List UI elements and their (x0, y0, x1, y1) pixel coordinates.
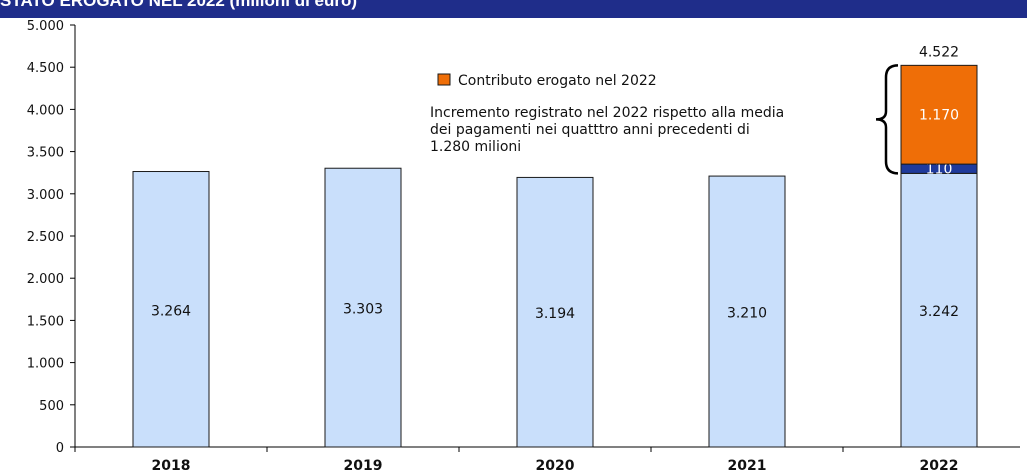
contribution-value-label: 1.170 (919, 108, 959, 124)
y-tick-label: 0 (56, 441, 64, 456)
y-tick-label: 2.500 (27, 230, 64, 245)
x-category-label: 2019 (344, 458, 383, 474)
bar-base (900, 172, 978, 448)
bar-value-label: 3.242 (919, 304, 959, 320)
bar-base (516, 176, 594, 448)
x-category-label: 2021 (728, 458, 767, 474)
y-tick-label: 1.500 (27, 314, 64, 329)
y-tick-label: 4.500 (27, 61, 64, 76)
bar-value-label: 3.194 (535, 306, 575, 322)
bar-contribution (900, 64, 978, 165)
y-tick-label: 3.000 (27, 188, 64, 203)
bar-base (708, 175, 786, 448)
y-tick-label: 4.000 (27, 103, 64, 118)
bar-base (132, 171, 210, 448)
x-category-label: 2018 (152, 458, 191, 474)
bar-base (324, 167, 402, 448)
legend-swatch (437, 73, 451, 86)
annotation-line: dei pagamenti nei quatttro anni preceden… (430, 122, 750, 138)
legend-label: Contributo erogato nel 2022 (458, 73, 657, 89)
bar-value-label: 3.210 (727, 306, 767, 322)
y-tick-label: 3.500 (27, 146, 64, 161)
x-category-label: 2020 (536, 458, 575, 474)
bar-value-label: 3.303 (343, 302, 383, 318)
x-category-label: 2022 (920, 458, 959, 474)
increment-value-label: 110 (926, 162, 953, 178)
curly-brace (875, 64, 899, 175)
y-tick-label: 5.000 (27, 19, 64, 34)
annotation-line: Incremento registrato nel 2022 rispetto … (430, 105, 784, 121)
y-tick-label: 2.000 (27, 272, 64, 287)
y-tick-label: 1.000 (27, 357, 64, 372)
total-value-label: 4.522 (919, 44, 959, 60)
chart-title: STATO EROGATO NEL 2022 (milioni di euro) (0, 0, 358, 10)
y-tick-label: 500 (39, 399, 64, 414)
annotation-line: 1.280 milioni (430, 139, 521, 155)
bar-value-label: 3.264 (151, 303, 191, 319)
chart-title-bar: STATO EROGATO NEL 2022 (milioni di euro) (0, 0, 1027, 18)
